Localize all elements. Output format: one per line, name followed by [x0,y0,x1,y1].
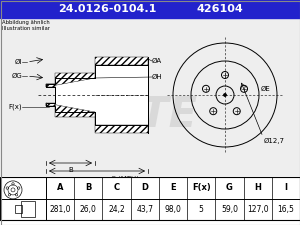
Bar [15,205,22,213]
Text: F(x): F(x) [8,104,22,110]
Polygon shape [46,57,148,133]
Text: B: B [85,183,92,192]
Text: 426104: 426104 [196,4,243,14]
Text: 98,0: 98,0 [165,205,182,214]
Text: ATE: ATE [112,94,197,136]
Text: Ø12,7: Ø12,7 [264,138,285,144]
Text: ØE: ØE [261,86,271,92]
Text: 24.0126-0104.1: 24.0126-0104.1 [58,4,156,14]
Polygon shape [46,103,95,117]
Text: 24,2: 24,2 [108,205,125,214]
Bar [0,18,300,175]
Bar [0,0,300,18]
Bar [0,177,300,220]
Text: ØH: ØH [152,74,163,80]
Polygon shape [95,125,148,133]
Text: G: G [226,183,233,192]
Text: H: H [254,183,261,192]
Text: Abbildung ähnlich
Illustration similar: Abbildung ähnlich Illustration similar [2,20,50,31]
Text: 43,7: 43,7 [136,205,153,214]
Text: C (MTH): C (MTH) [111,176,139,182]
Text: C: C [113,183,120,192]
Polygon shape [46,84,55,87]
Text: ØI: ØI [15,59,22,65]
Text: 16,5: 16,5 [278,205,294,214]
Text: 5: 5 [199,205,204,214]
Text: I: I [284,183,287,192]
Polygon shape [95,57,148,65]
Circle shape [224,94,226,96]
Text: F(x): F(x) [192,183,211,192]
Text: A: A [57,183,63,192]
Text: D: D [141,183,148,192]
Text: 26,0: 26,0 [80,205,97,214]
Bar [21,201,35,217]
Bar [0,177,300,220]
Text: ØA: ØA [152,58,162,64]
Text: B: B [68,167,73,173]
Polygon shape [46,103,55,106]
Text: 281,0: 281,0 [50,205,71,214]
Text: E: E [170,183,176,192]
Text: 127,0: 127,0 [247,205,268,214]
Text: 59,0: 59,0 [221,205,238,214]
Polygon shape [46,73,95,87]
Text: ØG: ØG [11,73,22,79]
